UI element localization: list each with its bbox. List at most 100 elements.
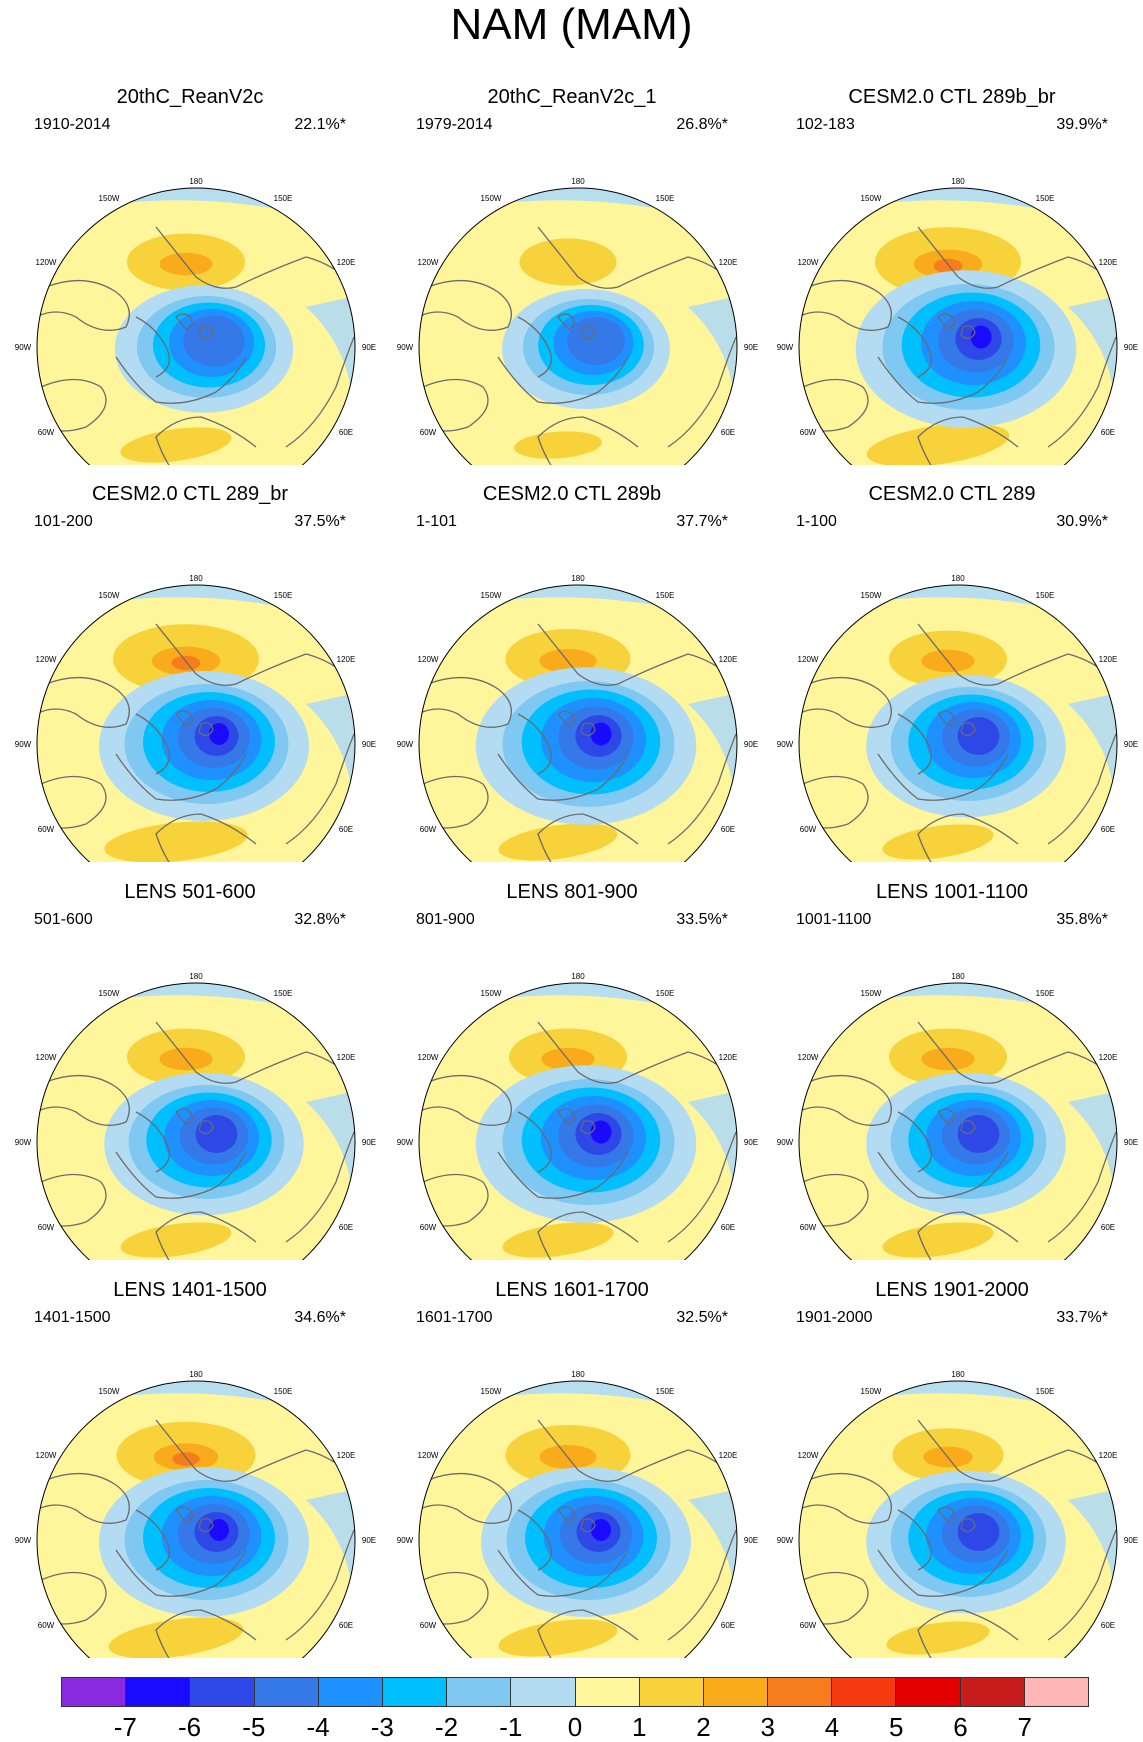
colorbar-swatch	[318, 1678, 383, 1706]
longitude-label: 150E	[656, 1387, 675, 1396]
coastline	[37, 1074, 130, 1126]
colorbar-tick-label: -4	[306, 1712, 330, 1742]
coastline	[37, 1472, 130, 1524]
coastline	[115, 1151, 247, 1199]
negative-anomaly-contour	[183, 315, 245, 367]
coastline	[917, 1211, 1019, 1260]
map-border	[36, 584, 356, 862]
longitude-label: 90E	[1124, 1536, 1138, 1545]
panel-title: LENS 801-900	[506, 881, 638, 903]
polar-map: 180150W150E120W120E90W90E60W60E30W30E0	[15, 1370, 376, 1658]
longitude-label: 150E	[656, 989, 675, 998]
longitude-label: 60E	[1101, 428, 1115, 437]
longitude-label: 150E	[1036, 1387, 1055, 1396]
map-panel: LENS 1901-2000 1901-2000 33.7%* 180 150W 150E…	[762, 1258, 1142, 1658]
coastline	[285, 1131, 355, 1243]
longitude-label: 60W	[800, 428, 817, 437]
coastline	[960, 1518, 976, 1533]
panel-title: CESM2.0 CTL 289	[868, 483, 1036, 505]
panel-period: 1-101	[416, 513, 457, 530]
coastline	[937, 710, 955, 727]
longitude-label: 60E	[721, 825, 735, 834]
coastline	[897, 1509, 932, 1571]
map-panel: 20thC_ReanV2c 1910-2014 22.1%* 180 150W 150E 1…	[0, 65, 380, 465]
negative-anomaly-contour	[209, 1519, 229, 1541]
coastline	[937, 313, 955, 330]
colorbar-tick-label: -2	[434, 1712, 459, 1742]
longitude-label: 60E	[339, 1621, 353, 1630]
colorbar-swatch	[639, 1678, 704, 1706]
coastline	[419, 279, 512, 331]
panel-title: CESM2.0 CTL 289b_br	[848, 86, 1056, 108]
colorbar-swatch	[190, 1678, 255, 1706]
coastline	[897, 1111, 932, 1173]
panel-title: LENS 1901-2000	[875, 1279, 1029, 1301]
map-field	[37, 1381, 355, 1658]
coastline	[135, 1111, 170, 1173]
colorbar-tick-label: -5	[242, 1712, 266, 1742]
coastline	[517, 1509, 552, 1571]
colorbar-tick-label: -7	[113, 1712, 137, 1742]
map-panel: 20thC_ReanV2c_1 1979-2014 26.8%* 180 150W 150…	[382, 65, 762, 465]
longitude-label: 150W	[99, 591, 120, 600]
coastline	[799, 676, 892, 728]
coastline	[557, 313, 575, 330]
colorbar-tick-label: 5	[889, 1712, 904, 1742]
longitude-label: 90W	[397, 740, 414, 749]
panel-title: CESM2.0 CTL 289_br	[91, 483, 288, 505]
coastline	[115, 356, 247, 404]
map-field	[419, 983, 737, 1260]
panel-title: CESM2.0 CTL 289b	[482, 483, 662, 505]
longitude-label: 150E	[1036, 194, 1055, 203]
coastline	[155, 1609, 257, 1658]
coastline	[37, 676, 130, 728]
longitude-label: 180	[189, 574, 203, 583]
colorbar-tick-label: 1	[632, 1712, 647, 1742]
colorbar-tick-label: -1	[499, 1712, 523, 1742]
negative-anomaly-contour	[567, 317, 625, 365]
longitude-label: 90W	[15, 1536, 32, 1545]
longitude-label: 120W	[418, 655, 439, 664]
longitude-label: 150W	[861, 194, 882, 203]
longitude-label: 90W	[777, 740, 794, 749]
colorbar-tick-label: 2	[696, 1712, 711, 1742]
coastline	[175, 1506, 193, 1523]
longitude-label: 180	[571, 177, 585, 186]
coastline	[175, 313, 193, 330]
longitude-label: 180	[951, 972, 965, 981]
longitude-label: 150W	[481, 1387, 502, 1396]
coastline	[517, 713, 552, 775]
longitude-label: 180	[951, 1370, 965, 1379]
colorbar-swatch	[768, 1678, 833, 1706]
colorbar-swatch	[447, 1678, 512, 1706]
polar-map: 180150W150E120W120E90W90E60W60E30W30E0	[397, 177, 758, 465]
longitude-label: 60W	[38, 1621, 55, 1630]
negative-anomaly-contour	[195, 1115, 238, 1153]
longitude-label: 120E	[719, 258, 738, 267]
coastline	[175, 1108, 193, 1125]
map-border	[798, 1380, 1118, 1658]
panel-variance: 34.6%*	[294, 1309, 346, 1326]
longitude-label: 120W	[418, 258, 439, 267]
longitude-label: 150E	[1036, 989, 1055, 998]
longitude-label: 150E	[274, 1387, 293, 1396]
longitude-label: 90W	[777, 1536, 794, 1545]
coastline	[960, 325, 976, 340]
coastline	[557, 710, 575, 727]
coastline	[667, 336, 737, 448]
panel-variance: 32.5%*	[676, 1309, 728, 1326]
colorbar-swatch	[1024, 1678, 1088, 1706]
longitude-label: 60E	[721, 1223, 735, 1232]
longitude-label: 180	[571, 972, 585, 981]
longitude-label: 90E	[362, 1138, 376, 1147]
polar-map: 180150W150E120W120E90W90E60W60E30W30E0	[777, 1370, 1138, 1658]
coastline	[155, 623, 347, 686]
longitude-label: 90W	[15, 343, 32, 352]
longitude-label: 180	[189, 177, 203, 186]
polar-map: 180150W150E120W120E90W90E60W60E30W30E0	[397, 574, 758, 862]
coastline	[580, 1120, 596, 1135]
longitude-label: 120W	[798, 655, 819, 664]
coastline	[917, 1021, 1109, 1084]
panel-variance: 30.9%*	[1056, 513, 1108, 530]
coastline	[877, 356, 1009, 404]
